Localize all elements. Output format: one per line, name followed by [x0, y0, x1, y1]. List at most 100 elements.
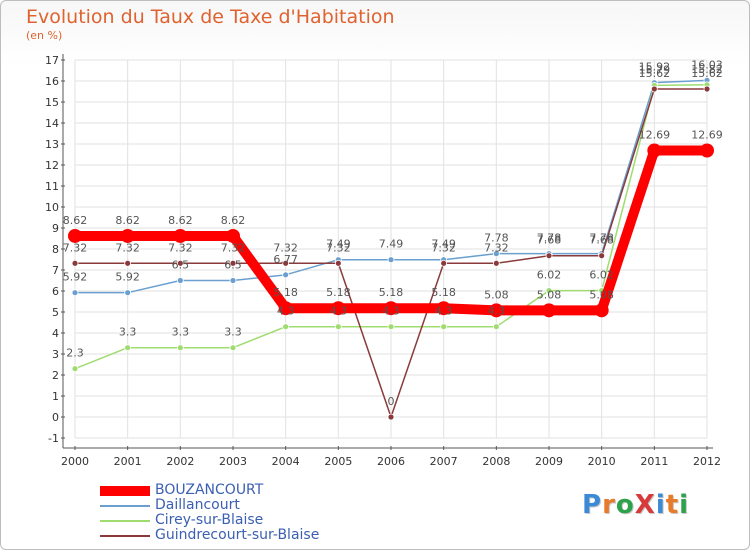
data-label: 6.77 — [273, 253, 298, 266]
data-point — [384, 301, 398, 316]
y-tick-label: 7 — [52, 264, 59, 277]
data-label: 8.62 — [115, 214, 140, 227]
x-tick-label: 2010 — [588, 455, 616, 468]
data-label: 5.18 — [273, 286, 298, 299]
y-tick-label: 8 — [52, 243, 59, 256]
data-label: 15.82 — [691, 63, 723, 76]
data-point — [387, 323, 395, 331]
data-label: 15.62 — [639, 67, 671, 80]
data-point — [68, 228, 82, 243]
data-label: 5.08 — [589, 288, 614, 301]
data-label: 12.69 — [639, 129, 671, 142]
data-point — [176, 259, 184, 267]
y-tick-label: 5 — [52, 306, 59, 319]
data-label: 7.32 — [484, 241, 509, 254]
legend-swatch — [100, 520, 150, 522]
y-tick-label: 3 — [52, 348, 59, 361]
legend-label: BOUZANCOURT — [155, 482, 264, 498]
legend-item: BOUZANCOURT — [100, 482, 400, 499]
data-point — [282, 323, 290, 331]
legend-swatch — [100, 535, 150, 537]
legend-label: Guindrecourt-sur-Blaise — [155, 527, 320, 543]
data-label: 5.18 — [326, 286, 351, 299]
data-point — [124, 289, 132, 297]
data-label: 7.49 — [326, 238, 351, 251]
data-point — [71, 289, 79, 297]
chart-subtitle: (en %) — [26, 29, 63, 42]
data-point — [492, 259, 500, 267]
x-tick-label: 2004 — [272, 455, 300, 468]
y-tick-label: 11 — [45, 180, 59, 193]
data-label: 3.3 — [119, 326, 137, 339]
data-point — [229, 259, 237, 267]
data-label: 7.32 — [63, 241, 88, 254]
data-point — [703, 85, 711, 93]
y-tick-label: 12 — [45, 159, 59, 172]
data-label: 7.32 — [431, 241, 456, 254]
data-label: 16.03 — [691, 58, 723, 71]
data-label: 6.5 — [224, 259, 242, 272]
data-label: 15.92 — [639, 61, 671, 74]
legend-item: Daillancourt — [100, 497, 400, 514]
data-label: 5.92 — [115, 271, 140, 284]
data-point — [229, 277, 237, 284]
legend-swatch — [100, 505, 150, 507]
legend-label: Cirey-sur-Blaise — [155, 512, 264, 528]
data-point — [387, 256, 395, 264]
legend-label: Daillancourt — [155, 497, 240, 513]
data-label: 7.32 — [273, 241, 298, 254]
data-point — [331, 301, 346, 316]
y-tick-label: 16 — [45, 75, 59, 88]
data-label: 4.3 — [382, 305, 400, 318]
logo-letter: t — [665, 490, 680, 520]
data-point — [334, 259, 342, 267]
data-point — [278, 301, 293, 316]
data-label: 12.69 — [691, 129, 723, 142]
data-label: 8.62 — [63, 214, 88, 227]
data-point — [124, 344, 132, 352]
y-tick-label: 15 — [45, 96, 59, 109]
y-tick-label: 17 — [45, 54, 59, 67]
data-point — [173, 228, 188, 243]
x-tick-label: 2003 — [219, 455, 247, 468]
data-point — [440, 323, 448, 331]
data-point — [71, 365, 79, 373]
y-tick-label: 10 — [45, 201, 59, 214]
data-point — [282, 259, 290, 267]
data-label: 2.3 — [66, 347, 84, 360]
data-point — [650, 85, 658, 93]
data-point — [120, 228, 135, 243]
data-point — [542, 303, 556, 318]
data-point — [492, 250, 500, 258]
x-tick-label: 2012 — [693, 455, 721, 468]
data-label: 7.32 — [221, 241, 246, 254]
y-tick-label: 1 — [52, 390, 59, 403]
data-label: 4.3 — [435, 305, 453, 318]
data-point — [647, 143, 662, 158]
x-tick-label: 2009 — [535, 455, 563, 468]
y-tick-label: 4 — [52, 327, 59, 340]
x-tick-label: 2002 — [166, 455, 194, 468]
logo-letter: X — [634, 490, 656, 520]
data-point — [598, 252, 606, 260]
data-point — [71, 259, 79, 267]
data-label: 7.78 — [589, 232, 614, 245]
data-label: 7.32 — [168, 241, 193, 254]
data-point — [545, 252, 553, 260]
data-point — [387, 413, 395, 421]
x-tick-label: 2006 — [377, 455, 405, 468]
logo-letter: o — [615, 490, 635, 520]
chart-title: Evolution du Taux de Taxe d'Habitation — [26, 6, 395, 28]
logo-letter: P — [582, 490, 603, 520]
data-label: 5.08 — [484, 288, 509, 301]
x-tick-label: 2000 — [61, 455, 89, 468]
data-point — [176, 344, 184, 352]
legend-item: Guindrecourt-sur-Blaise — [100, 527, 400, 544]
legend-item: Cirey-sur-Blaise — [100, 512, 400, 529]
data-label: 7.32 — [115, 241, 140, 254]
data-label: 0 — [388, 395, 395, 408]
data-label: 7.78 — [537, 232, 562, 245]
y-tick-label: 0 — [52, 411, 59, 424]
data-label: 7.68 — [537, 234, 562, 247]
